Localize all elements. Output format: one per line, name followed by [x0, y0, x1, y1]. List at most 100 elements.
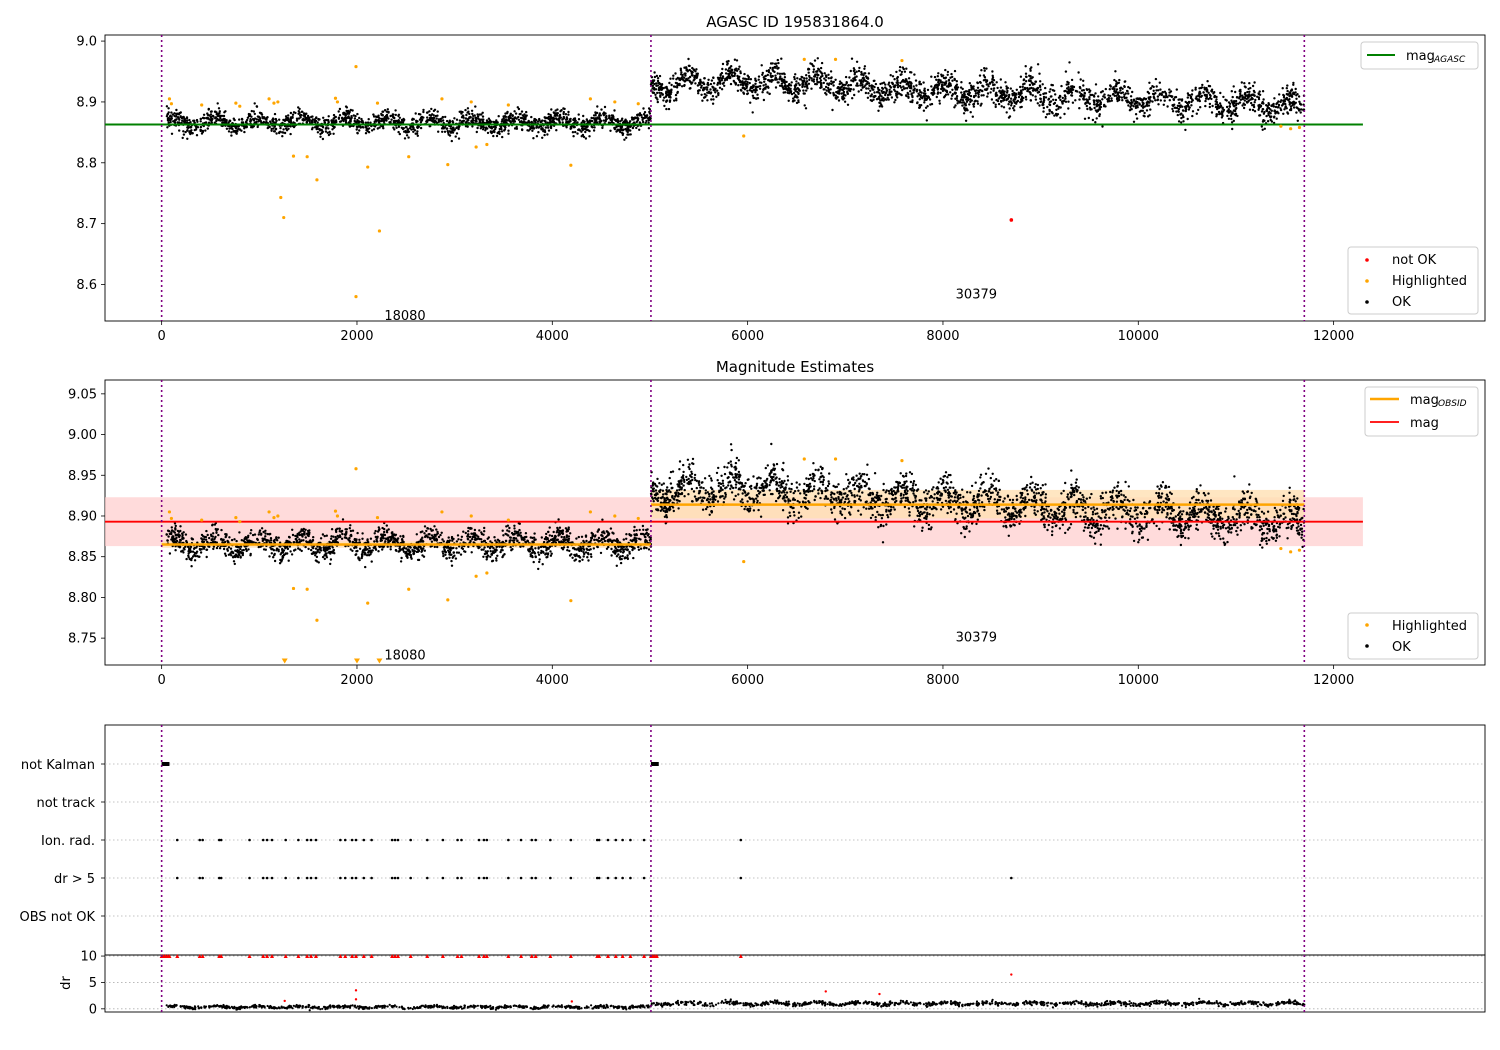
ok-point [264, 532, 267, 535]
ok-point [1176, 113, 1180, 117]
ok-point [790, 81, 793, 84]
highlighted-point [291, 154, 296, 158]
ok-point [270, 129, 273, 132]
ok-point [607, 121, 611, 124]
ok-point [458, 110, 461, 114]
ok-point [985, 67, 988, 70]
ok-point [532, 126, 535, 129]
ok-point [590, 555, 593, 558]
ok-point [733, 74, 736, 77]
ok-point [237, 125, 240, 128]
ok-point [827, 88, 831, 92]
ok-point [1195, 112, 1199, 115]
ok-point [267, 126, 270, 129]
ok-point [505, 112, 509, 115]
ok-point [181, 119, 184, 123]
ok-point [686, 78, 689, 82]
ok-point [1142, 114, 1145, 118]
ok-point [476, 113, 479, 116]
ok-point [991, 70, 994, 73]
ok-point [416, 130, 419, 133]
ok-point [983, 67, 986, 70]
ok-point [595, 111, 599, 115]
ok-point [1230, 90, 1234, 93]
ok-point [377, 119, 381, 122]
ok-point [199, 120, 202, 123]
ok-point [1080, 95, 1083, 98]
ok-point [642, 547, 646, 550]
ok-point [938, 99, 941, 103]
ok-point [179, 111, 182, 114]
ok-point [774, 77, 777, 80]
ok-point [818, 77, 822, 80]
ok-point [971, 115, 974, 118]
ok-point [190, 129, 193, 132]
ok-point [746, 92, 749, 96]
ok-point [992, 87, 996, 90]
ok-point [272, 127, 275, 130]
ok-point [509, 121, 512, 124]
ok-point [1215, 98, 1218, 101]
ok-point [1102, 105, 1106, 108]
highlighted-point [276, 100, 280, 104]
ok-point [808, 74, 811, 78]
ok-point [819, 66, 823, 70]
ok-point [480, 118, 484, 121]
ok-point [721, 67, 724, 71]
ok-point [558, 526, 562, 529]
ok-point [378, 126, 381, 129]
ok-point [1068, 88, 1071, 92]
ok-point [766, 73, 769, 77]
ok-point [213, 523, 217, 526]
ok-point [1132, 105, 1135, 108]
ok-point [1168, 91, 1171, 94]
ok-point [913, 73, 916, 76]
ok-point [1086, 107, 1089, 111]
ok-point [1269, 118, 1272, 122]
ok-point [1230, 99, 1233, 102]
ok-point [1151, 100, 1154, 103]
highlighted-point [469, 100, 473, 104]
ok-point [199, 117, 203, 121]
ok-point [1024, 95, 1028, 99]
ok-point [1019, 106, 1022, 109]
ok-point [944, 93, 948, 96]
ok-point [961, 93, 964, 97]
ok-point [960, 101, 964, 104]
ok-point [894, 98, 897, 102]
ok-point [560, 109, 563, 112]
ok-point [425, 120, 428, 123]
ok-point [1071, 88, 1075, 91]
ok-point [712, 98, 715, 101]
ok-point [498, 127, 501, 131]
ok-point [619, 561, 623, 565]
ok-point [992, 89, 995, 92]
ok-point [286, 116, 290, 120]
ok-point [252, 110, 255, 113]
ok-point [1094, 121, 1097, 124]
ok-point [1123, 85, 1126, 88]
ok-point [621, 133, 624, 137]
ok-point [573, 121, 576, 124]
ok-point [448, 119, 451, 122]
ok-point [221, 121, 224, 125]
ok-point [295, 119, 299, 122]
ok-point [462, 530, 465, 533]
ok-point [778, 78, 781, 81]
ok-point [1253, 94, 1256, 97]
ok-point [861, 86, 864, 89]
ok-point [527, 119, 530, 123]
ok-point [988, 82, 992, 85]
ok-point [1295, 97, 1298, 101]
ok-point [350, 115, 353, 118]
ok-point [1159, 88, 1162, 91]
ok-point [996, 86, 999, 90]
ok-point [1263, 127, 1267, 130]
ok-point [441, 116, 444, 119]
ok-point [1120, 96, 1124, 99]
ok-point [321, 533, 325, 536]
ok-point [737, 84, 740, 87]
ok-point [1028, 83, 1032, 87]
ok-point [896, 96, 899, 99]
ok-point [742, 77, 745, 80]
